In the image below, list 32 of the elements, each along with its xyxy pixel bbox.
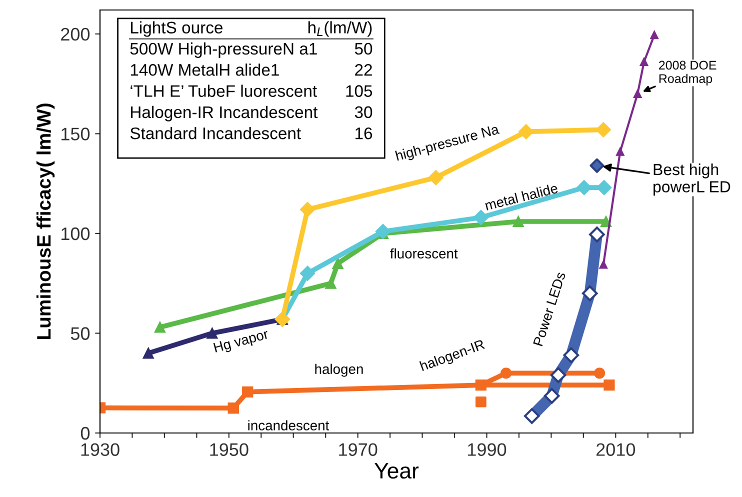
annotation: 500W High-pressureN a1 [130, 42, 317, 58]
text: metal halide [484, 182, 558, 210]
x-tick-label: 1930 [81, 443, 120, 456]
x-tick-label: 1970 [339, 443, 378, 456]
annotation: 105 [346, 85, 372, 97]
y-axis-title: LuminousE fficacy( lm/W) [36, 104, 55, 340]
text: Power LEDs [533, 271, 566, 346]
annotation: 30 [354, 106, 372, 118]
series-label: halogen [315, 364, 363, 377]
annotation: ‘TLH E’ TubeF luorescent [130, 84, 317, 97]
annotation: 50 [354, 42, 372, 55]
text: Hg vapor [213, 328, 270, 356]
annotation: h$_{L}$(lm/W) [308, 21, 372, 37]
annotation: 140W MetalH alide1 [130, 64, 279, 76]
annotation: LightS ource [131, 21, 222, 37]
x-tick-label: 1950 [210, 443, 248, 456]
y-tick-label: 50 [70, 327, 90, 340]
x-tick-label: 2010 [596, 443, 636, 456]
annotation: 16 [356, 127, 372, 140]
annotation: Halogen-IR Incandescent [131, 106, 318, 122]
y-tick-label: 100 [62, 227, 90, 240]
x-axis-title: Year [374, 463, 419, 479]
series-label: fluorescent [390, 248, 458, 259]
y-tick-label: 200 [61, 28, 90, 41]
annotation: 22 [355, 64, 372, 76]
series-label: incandescent [248, 420, 330, 430]
annotation: Best high powerL ED [654, 163, 730, 196]
annotation: 2008 DOE Roadmap [659, 60, 716, 86]
y-tick-label: 150 [62, 128, 90, 140]
x-tick-label: 1990 [468, 443, 506, 456]
y-tick-label: 0 [80, 426, 90, 440]
annotation: Standard Incandescent [130, 127, 301, 140]
